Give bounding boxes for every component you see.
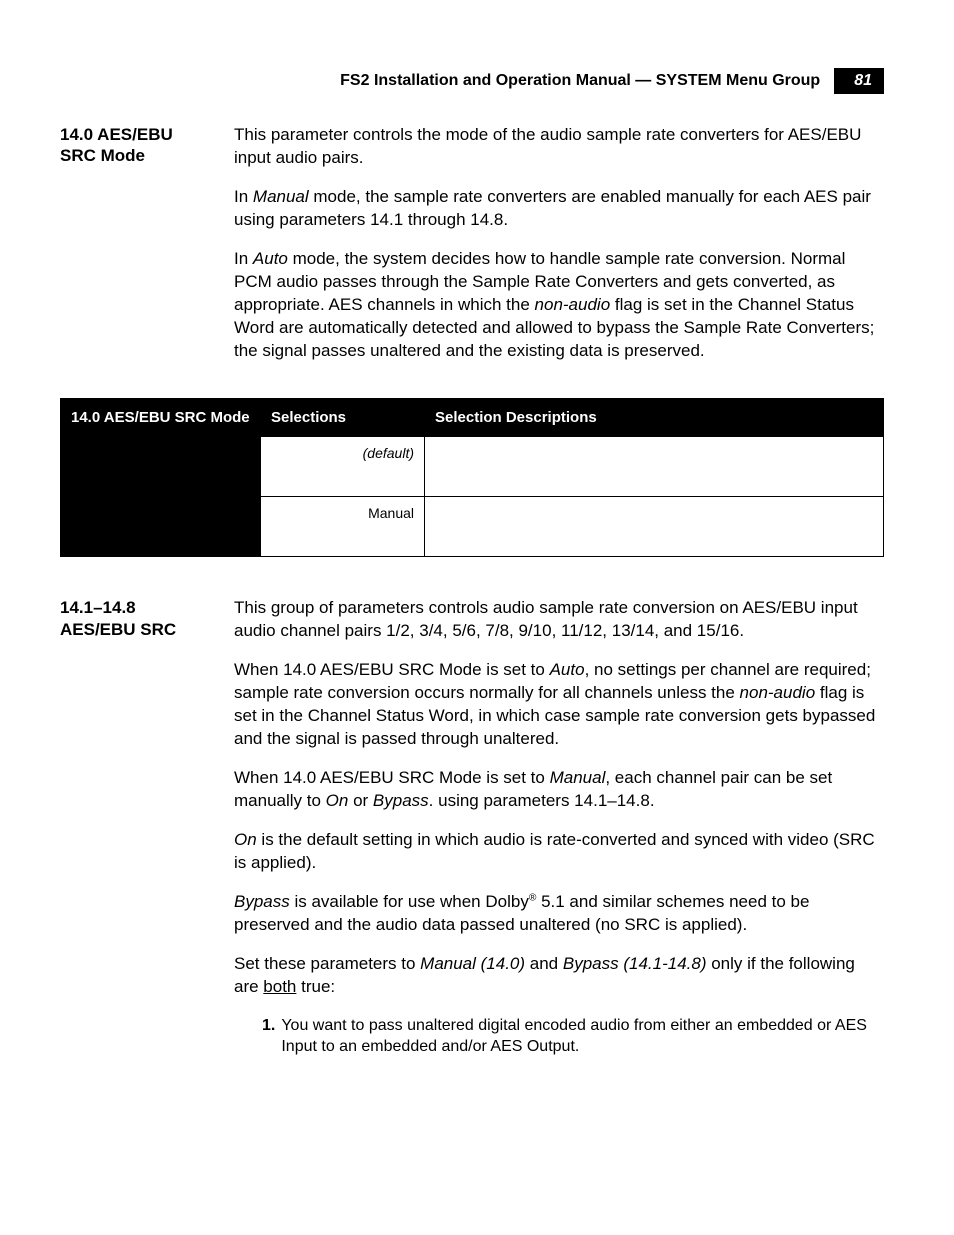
table-header-cell: Selection Descriptions xyxy=(425,399,884,437)
paragraph: In Auto mode, the system decides how to … xyxy=(234,248,884,363)
page-header: FS2 Installation and Operation Manual — … xyxy=(60,68,884,94)
paragraph: When 14.0 AES/EBU SRC Mode is set to Man… xyxy=(234,767,884,813)
paragraph: This parameter controls the mode of the … xyxy=(234,124,884,170)
paragraph: When 14.0 AES/EBU SRC Mode is set to Aut… xyxy=(234,659,884,751)
parameter-table: 14.0 AES/EBU SRC Mode Selections Selecti… xyxy=(60,398,884,557)
section-heading: 14.1–14.8 AES/EBU SRC xyxy=(60,597,208,1057)
table-cell-description xyxy=(425,437,884,497)
table-header-row: 14.0 AES/EBU SRC Mode Selections Selecti… xyxy=(61,399,884,437)
table-cell-selection: (default) xyxy=(261,437,425,497)
table-cell-selection: Manual xyxy=(261,497,425,557)
ordered-list: 1. You want to pass unaltered digital en… xyxy=(262,1015,884,1058)
table-header-cell: 14.0 AES/EBU SRC Mode xyxy=(61,399,261,437)
paragraph: In Manual mode, the sample rate converte… xyxy=(234,186,884,232)
list-number: 1. xyxy=(262,1015,275,1058)
page-number: 81 xyxy=(834,68,884,94)
list-text: You want to pass unaltered digital encod… xyxy=(281,1015,884,1058)
table-cell xyxy=(61,437,261,557)
paragraph: This group of parameters controls audio … xyxy=(234,597,884,643)
table-cell-description xyxy=(425,497,884,557)
section-14-1-to-14-8: 14.1–14.8 AES/EBU SRC This group of para… xyxy=(60,597,884,1057)
list-item: 1. You want to pass unaltered digital en… xyxy=(262,1015,884,1058)
section-body: This parameter controls the mode of the … xyxy=(234,124,884,378)
paragraph: On is the default setting in which audio… xyxy=(234,829,884,875)
section-body: This group of parameters controls audio … xyxy=(234,597,884,1057)
header-title: FS2 Installation and Operation Manual — … xyxy=(340,72,820,90)
paragraph: Bypass is available for use when Dolby® … xyxy=(234,891,884,937)
paragraph: Set these parameters to Manual (14.0) an… xyxy=(234,953,884,999)
section-14-0: 14.0 AES/EBU SRC Mode This parameter con… xyxy=(60,124,884,378)
section-heading: 14.0 AES/EBU SRC Mode xyxy=(60,124,208,378)
table-header-cell: Selections xyxy=(261,399,425,437)
table-row: (default) xyxy=(61,437,884,497)
